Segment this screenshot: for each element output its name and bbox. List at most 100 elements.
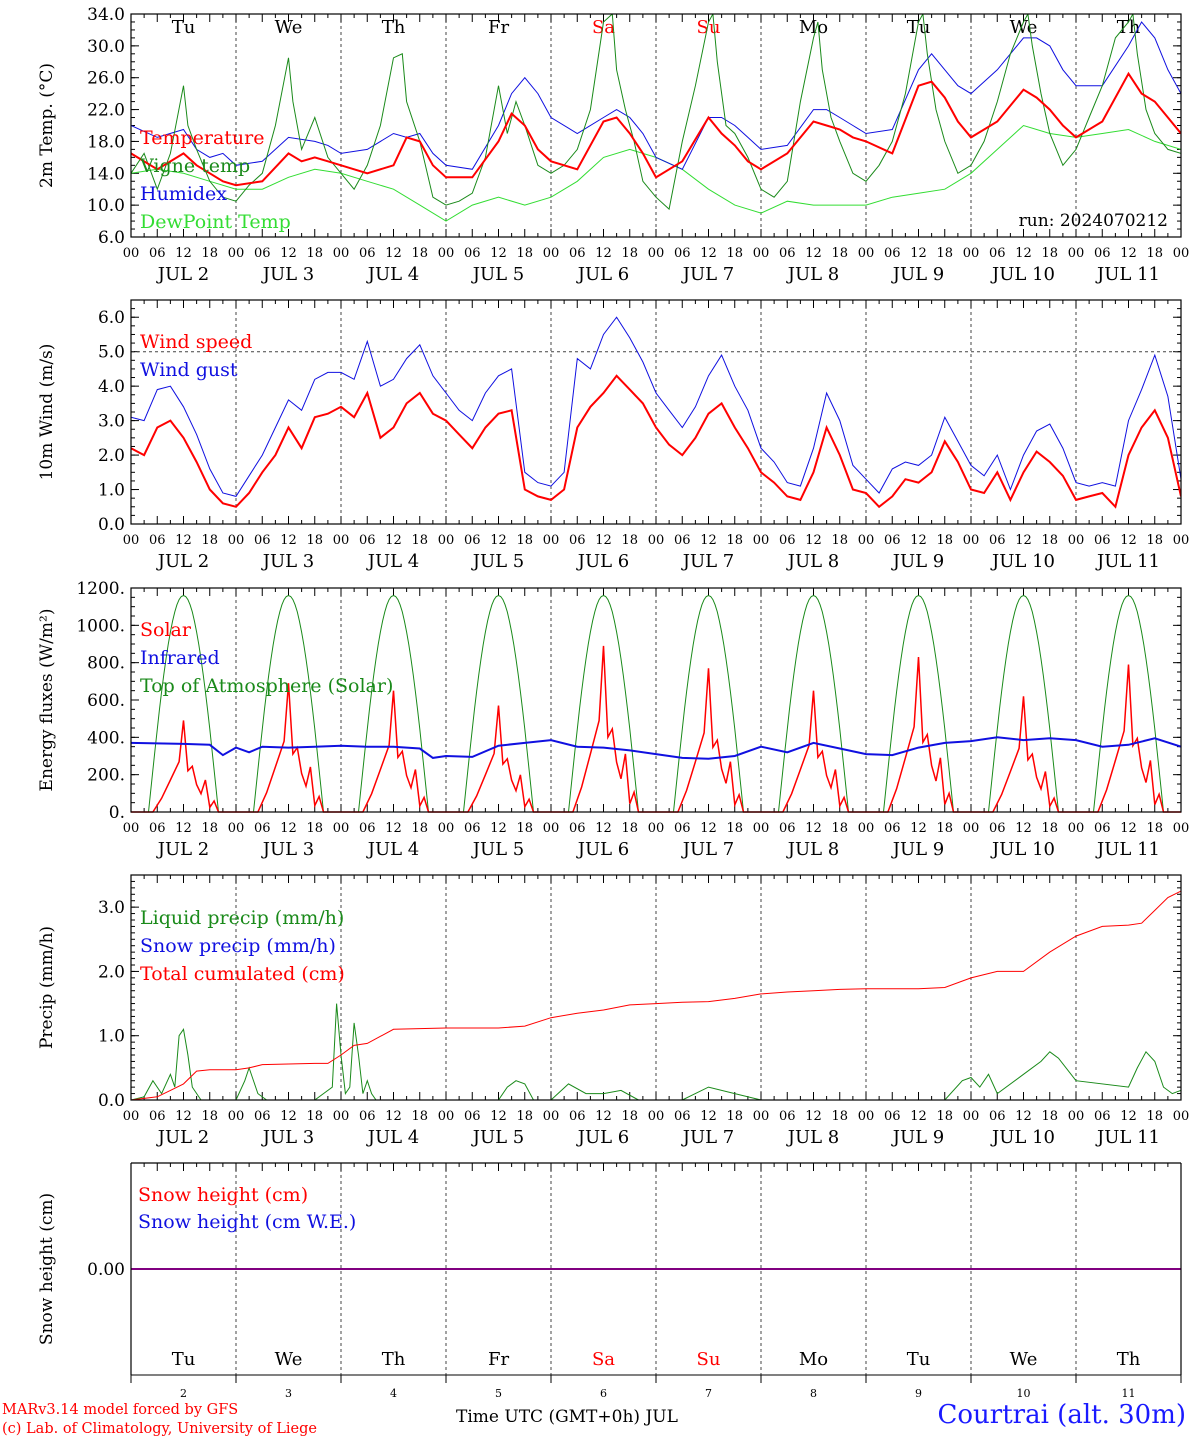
day-name-label: Th: [382, 1349, 406, 1370]
hour-tick-label: 00: [543, 1109, 560, 1124]
hour-tick-label: 00: [648, 533, 665, 548]
day-name-label: Su: [697, 1349, 721, 1370]
y-tick-label: 800.: [87, 654, 125, 674]
y-tick-label: 1.0: [98, 481, 125, 501]
date-label: JUL 8: [786, 264, 840, 285]
hour-tick-label: 18: [516, 246, 533, 261]
hour-tick-label: 06: [674, 821, 691, 836]
panel-frame: [130, 13, 1182, 238]
date-label: JUL 4: [366, 264, 420, 285]
hour-tick-label: 12: [910, 533, 927, 548]
day-name-label: Tu: [172, 17, 196, 38]
hour-tick-label: 00: [1173, 246, 1190, 261]
series-line-vigne-temp: [131, 14, 1181, 211]
hour-tick-label: 12: [910, 246, 927, 261]
day-number-label: 9: [915, 1387, 922, 1400]
series-line-total-cumulated-cm-: [131, 890, 1181, 1100]
day-name-label: We: [1010, 1349, 1038, 1370]
hour-tick-label: 00: [543, 533, 560, 548]
hour-tick-label: 00: [858, 821, 875, 836]
hour-tick-label: 12: [385, 246, 402, 261]
hour-tick-label: 00: [438, 533, 455, 548]
model-credit: MARv3.14 model forced by GFS (c) Lab. of…: [2, 1401, 317, 1439]
date-label: JUL 2: [156, 1127, 210, 1148]
hour-tick-label: 06: [359, 1109, 376, 1124]
y-tick-label: 1200.: [76, 579, 125, 599]
hour-tick-label: 00: [543, 246, 560, 261]
hour-tick-label: 12: [490, 533, 507, 548]
hour-tick-label: 00: [1068, 533, 1085, 548]
hour-tick-label: 00: [648, 1109, 665, 1124]
day-number-label: 11: [1122, 1387, 1136, 1400]
y-tick-label: 3.0: [98, 412, 125, 432]
hour-tick-label: 18: [306, 821, 323, 836]
hour-tick-label: 06: [989, 246, 1006, 261]
hour-tick-label: 06: [149, 533, 166, 548]
hour-tick-label: 18: [831, 533, 848, 548]
hour-tick-label: 06: [464, 1109, 481, 1124]
y-tick-label: 6.0: [98, 228, 125, 248]
hour-tick-label: 18: [726, 533, 743, 548]
hour-tick-label: 12: [595, 821, 612, 836]
date-label: JUL 6: [576, 551, 630, 572]
date-label: JUL 5: [471, 1127, 525, 1148]
hour-tick-label: 00: [438, 246, 455, 261]
series-line-solar: [866, 657, 971, 813]
hour-tick-label: 00: [123, 533, 140, 548]
day-name-label: Su: [697, 17, 721, 38]
y-tick-label: 4.0: [98, 377, 125, 397]
hour-tick-label: 06: [254, 533, 271, 548]
hour-tick-label: 06: [359, 821, 376, 836]
hour-tick-label: 12: [1015, 246, 1032, 261]
y-tick-label: 400.: [87, 728, 125, 748]
hour-tick-label: 00: [1173, 821, 1190, 836]
hour-tick-label: 12: [1015, 821, 1032, 836]
hour-tick-label: 12: [175, 246, 192, 261]
hour-tick-label: 12: [595, 246, 612, 261]
hour-tick-label: 12: [700, 533, 717, 548]
toa-solar-arch: [673, 594, 744, 813]
hour-tick-label: 00: [858, 246, 875, 261]
hour-tick-label: 12: [1015, 533, 1032, 548]
y-tick-label: 600.: [87, 691, 125, 711]
date-label: JUL 8: [786, 1127, 840, 1148]
series-line-solar: [1076, 664, 1181, 813]
series-line-solar: [761, 690, 866, 813]
hour-tick-label: 00: [858, 1109, 875, 1124]
hour-tick-label: 18: [1041, 821, 1058, 836]
day-name-label: Tu: [907, 1349, 931, 1370]
hour-tick-label: 00: [333, 821, 350, 836]
hour-tick-label: 12: [385, 821, 402, 836]
day-name-label: Sa: [592, 1349, 615, 1370]
hour-tick-label: 18: [201, 246, 218, 261]
y-tick-label: 0.: [109, 803, 125, 823]
day-number-label: 3: [285, 1387, 292, 1400]
day-name-label: Th: [1117, 17, 1141, 38]
date-label: JUL 4: [366, 551, 420, 572]
date-label: JUL 6: [576, 264, 630, 285]
date-label: JUL 9: [891, 264, 945, 285]
date-label: JUL 6: [576, 839, 630, 860]
hour-tick-label: 12: [595, 533, 612, 548]
y-tick-label: 2.0: [98, 446, 125, 466]
date-label: JUL 10: [990, 839, 1055, 860]
date-label: JUL 10: [990, 1127, 1055, 1148]
hour-tick-label: 06: [569, 533, 586, 548]
hour-tick-label: 18: [831, 821, 848, 836]
y-tick-label: 18.0: [87, 132, 125, 152]
date-label: JUL 2: [156, 551, 210, 572]
y-tick-label: 30.0: [87, 37, 125, 57]
date-label: JUL 6: [576, 1127, 630, 1148]
hour-tick-label: 00: [123, 1109, 140, 1124]
lab-credit-line: (c) Lab. of Climatology, University of L…: [2, 1421, 317, 1437]
hour-tick-label: 12: [1015, 1109, 1032, 1124]
toa-solar-arch: [988, 594, 1059, 813]
hour-tick-label: 12: [1120, 821, 1137, 836]
hour-tick-label: 18: [1146, 533, 1163, 548]
date-label: JUL 3: [261, 264, 315, 285]
hour-tick-label: 06: [569, 246, 586, 261]
hour-tick-label: 00: [753, 821, 770, 836]
hour-tick-label: 12: [910, 821, 927, 836]
date-label: JUL 3: [261, 839, 315, 860]
